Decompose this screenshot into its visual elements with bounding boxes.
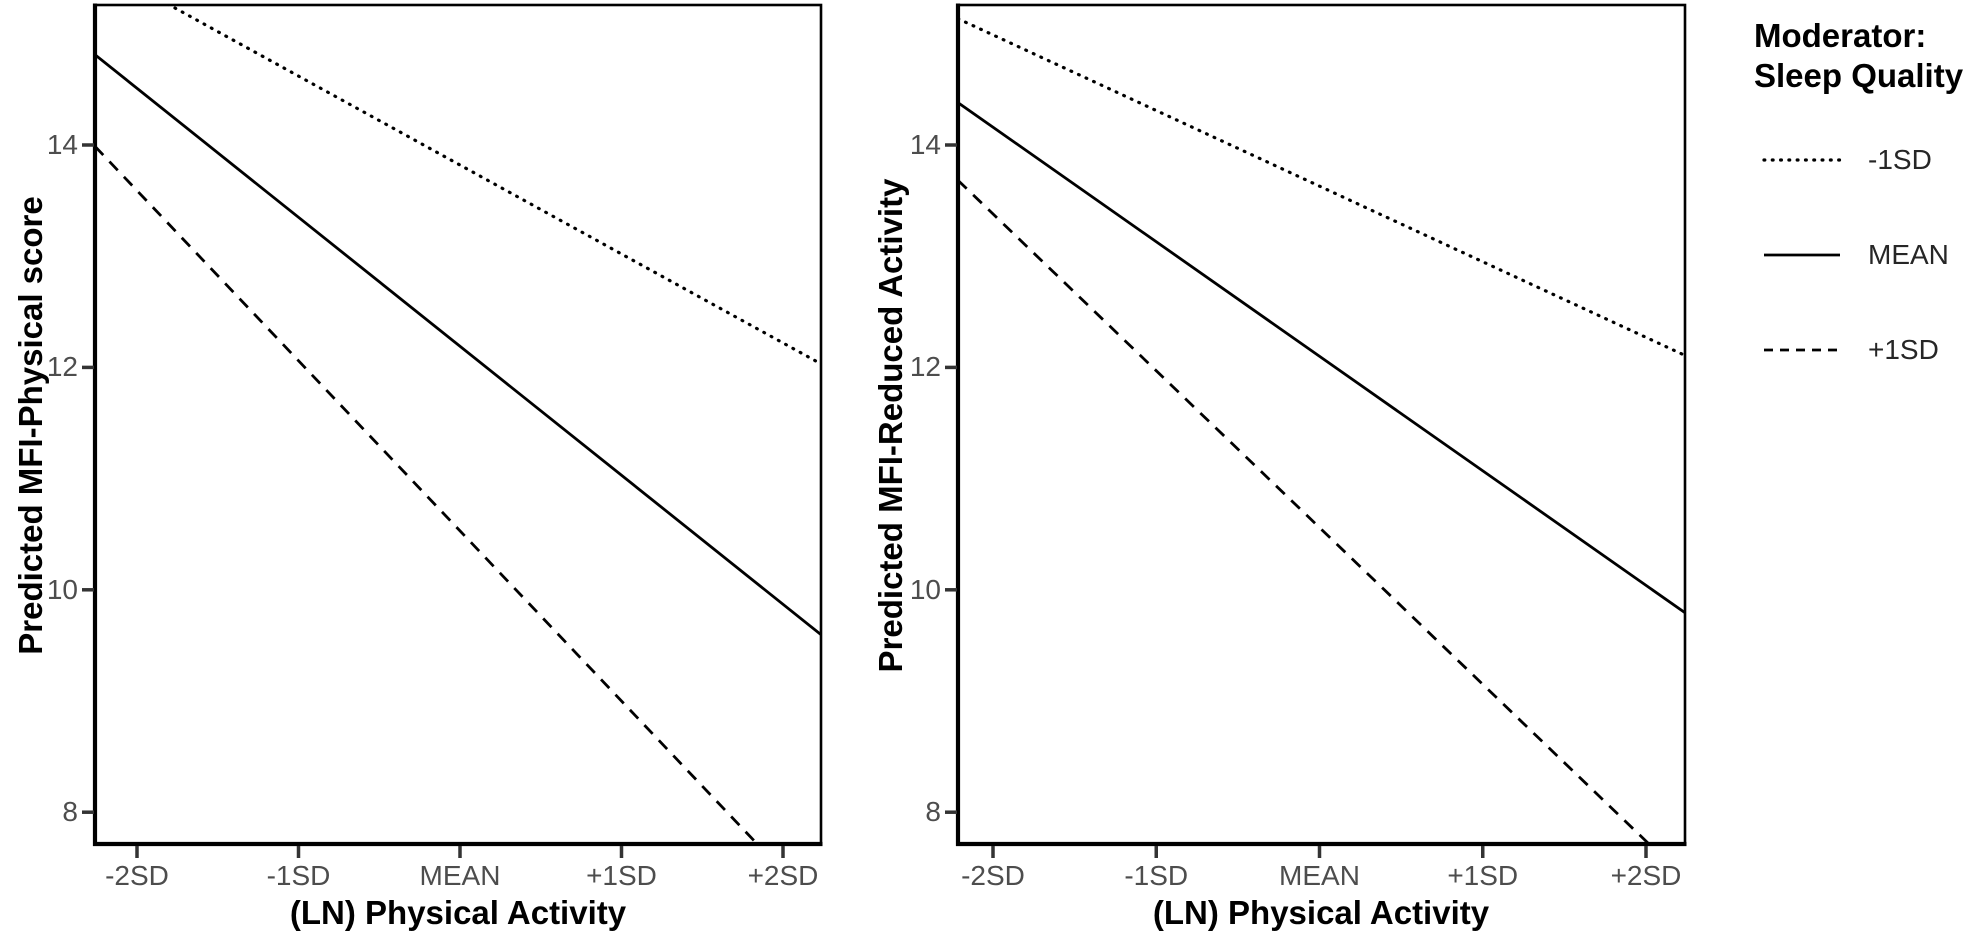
series-line-dashed bbox=[95, 145, 760, 844]
y-tick-label: 10 bbox=[909, 573, 941, 605]
y-tick-label: 8 bbox=[62, 796, 78, 828]
solid-line-sample-icon bbox=[1764, 253, 1840, 257]
series-line-dotted bbox=[166, 5, 821, 366]
x-tick-label: -2SD bbox=[961, 860, 1025, 891]
series-line-dashed bbox=[958, 179, 1652, 844]
y-tick-label: 10 bbox=[46, 573, 78, 605]
left-x-axis-title: (LN) Physical Activity bbox=[289, 894, 627, 931]
x-tick-label: +2SD bbox=[747, 860, 819, 891]
legend-item-label: -1SD bbox=[1868, 144, 1932, 175]
x-tick-label: -2SD bbox=[105, 860, 169, 891]
legend-title-line1: Moderator: bbox=[1754, 17, 1927, 54]
x-tick-label: MEAN bbox=[419, 860, 501, 891]
legend-item-label: MEAN bbox=[1868, 239, 1949, 270]
y-tick-label: 14 bbox=[909, 129, 941, 160]
legend-title: Moderator: Sleep Quality bbox=[1754, 16, 1963, 96]
series-line-dotted bbox=[958, 17, 1685, 358]
y-tick-label: 12 bbox=[909, 351, 941, 383]
x-tick-label: +2SD bbox=[1610, 860, 1682, 891]
legend-title-line2: Sleep Quality bbox=[1754, 57, 1963, 94]
right-x-axis-title: (LN) Physical Activity bbox=[1152, 894, 1490, 931]
x-tick-label: +1SD bbox=[586, 860, 657, 891]
legend-item-label: +1SD bbox=[1868, 334, 1939, 365]
y-tick-label: 8 bbox=[925, 796, 941, 828]
x-tick-label: -1SD bbox=[266, 860, 331, 891]
x-tick-label: -1SD bbox=[1124, 860, 1189, 891]
y-tick-label: 14 bbox=[46, 129, 78, 160]
legend: Moderator: Sleep Quality -1SD MEAN +1SD bbox=[1740, 0, 1963, 420]
dotted-line-sample-icon bbox=[1762, 158, 1842, 162]
x-tick-label: MEAN bbox=[1279, 860, 1360, 891]
series-line-solid bbox=[958, 101, 1685, 614]
dashed-line-sample-icon bbox=[1764, 348, 1840, 352]
series-line-solid bbox=[95, 53, 821, 636]
x-tick-label: +1SD bbox=[1447, 860, 1519, 891]
y-tick-label: 12 bbox=[46, 351, 78, 383]
